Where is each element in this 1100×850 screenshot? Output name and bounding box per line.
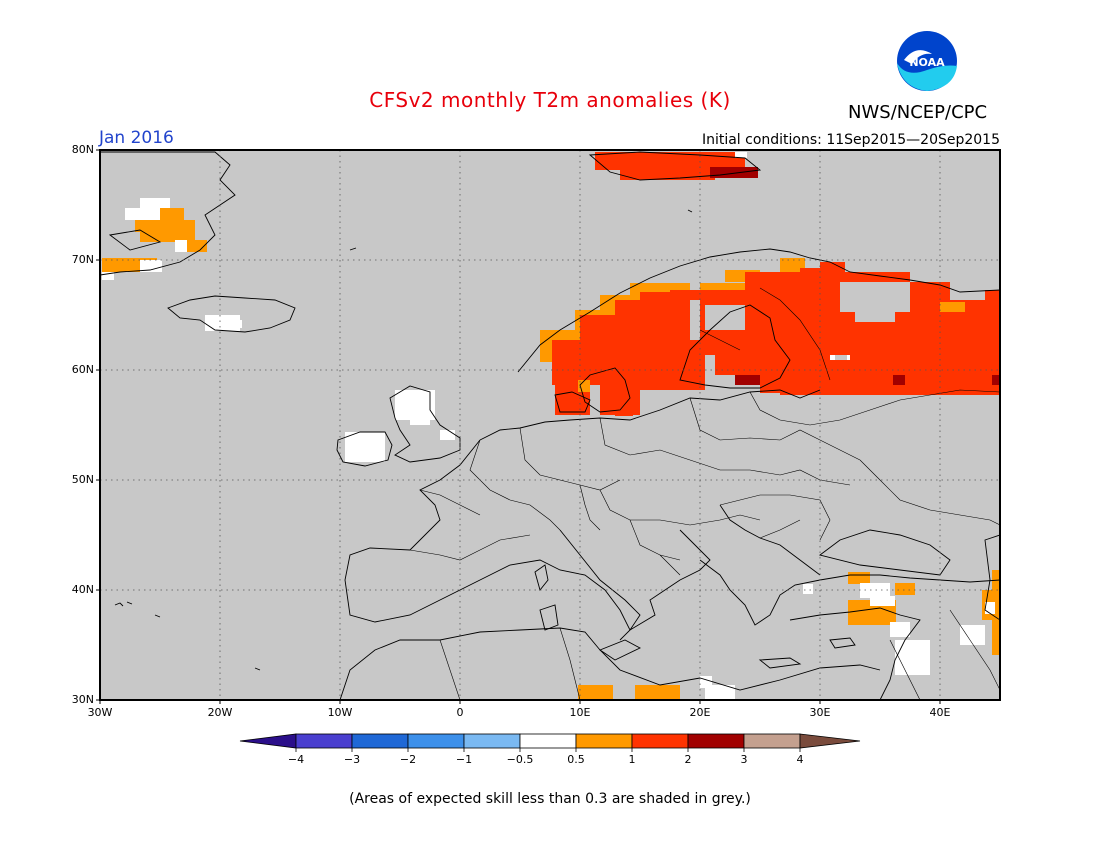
agency-label: NWS/NCEP/CPC bbox=[848, 102, 988, 123]
country-borders bbox=[409, 287, 1000, 700]
noaa-logo-text: NOAA bbox=[909, 56, 945, 69]
colorbar-label: −1 bbox=[455, 753, 473, 766]
lat-label: 80N bbox=[71, 143, 94, 156]
skill-footnote: (Areas of expected skill less than 0.3 a… bbox=[349, 791, 751, 807]
map-title: CFSv2 monthly T2m anomalies (K) bbox=[369, 88, 731, 112]
colorbar-label: 0.5 bbox=[567, 753, 585, 766]
colorbar-label: 3 bbox=[740, 753, 748, 766]
lon-label: 20W bbox=[207, 706, 233, 719]
lon-label: 30E bbox=[809, 706, 831, 719]
colorbar-label: −3 bbox=[343, 753, 361, 766]
lat-label: 70N bbox=[71, 253, 94, 266]
lat-label: 60N bbox=[71, 363, 94, 376]
colorbar-arrow-left bbox=[239, 733, 297, 749]
colorbar bbox=[239, 733, 861, 752]
noaa-logo-icon: NOAA bbox=[897, 31, 957, 91]
colorbar-label: 4 bbox=[796, 753, 804, 766]
graticule bbox=[100, 150, 1000, 700]
map-frame bbox=[99, 149, 1001, 701]
forecast-month: Jan 2016 bbox=[99, 128, 174, 148]
lat-label: 40N bbox=[71, 583, 94, 596]
lon-label: 30W bbox=[87, 706, 113, 719]
coastlines bbox=[100, 151, 1000, 700]
initial-conditions: Initial conditions: 11Sep2015—20Sep2015 bbox=[701, 132, 1000, 148]
colorbar-label: 2 bbox=[684, 753, 692, 766]
lon-label: 10W bbox=[327, 706, 353, 719]
colorbar-label: −0.5 bbox=[506, 753, 534, 766]
lon-label: 40E bbox=[929, 706, 951, 719]
anomaly-cells bbox=[102, 152, 1000, 699]
colorbar-label: 1 bbox=[628, 753, 636, 766]
lon-label: 20E bbox=[689, 706, 711, 719]
colorbar-label: −4 bbox=[287, 753, 305, 766]
lat-label: 50N bbox=[71, 473, 94, 486]
lon-label: 10E bbox=[569, 706, 591, 719]
lon-label: 0 bbox=[456, 706, 464, 719]
lat-label: 30N bbox=[71, 693, 94, 706]
colorbar-arrow-right bbox=[799, 733, 861, 749]
colorbar-label: −2 bbox=[399, 753, 417, 766]
